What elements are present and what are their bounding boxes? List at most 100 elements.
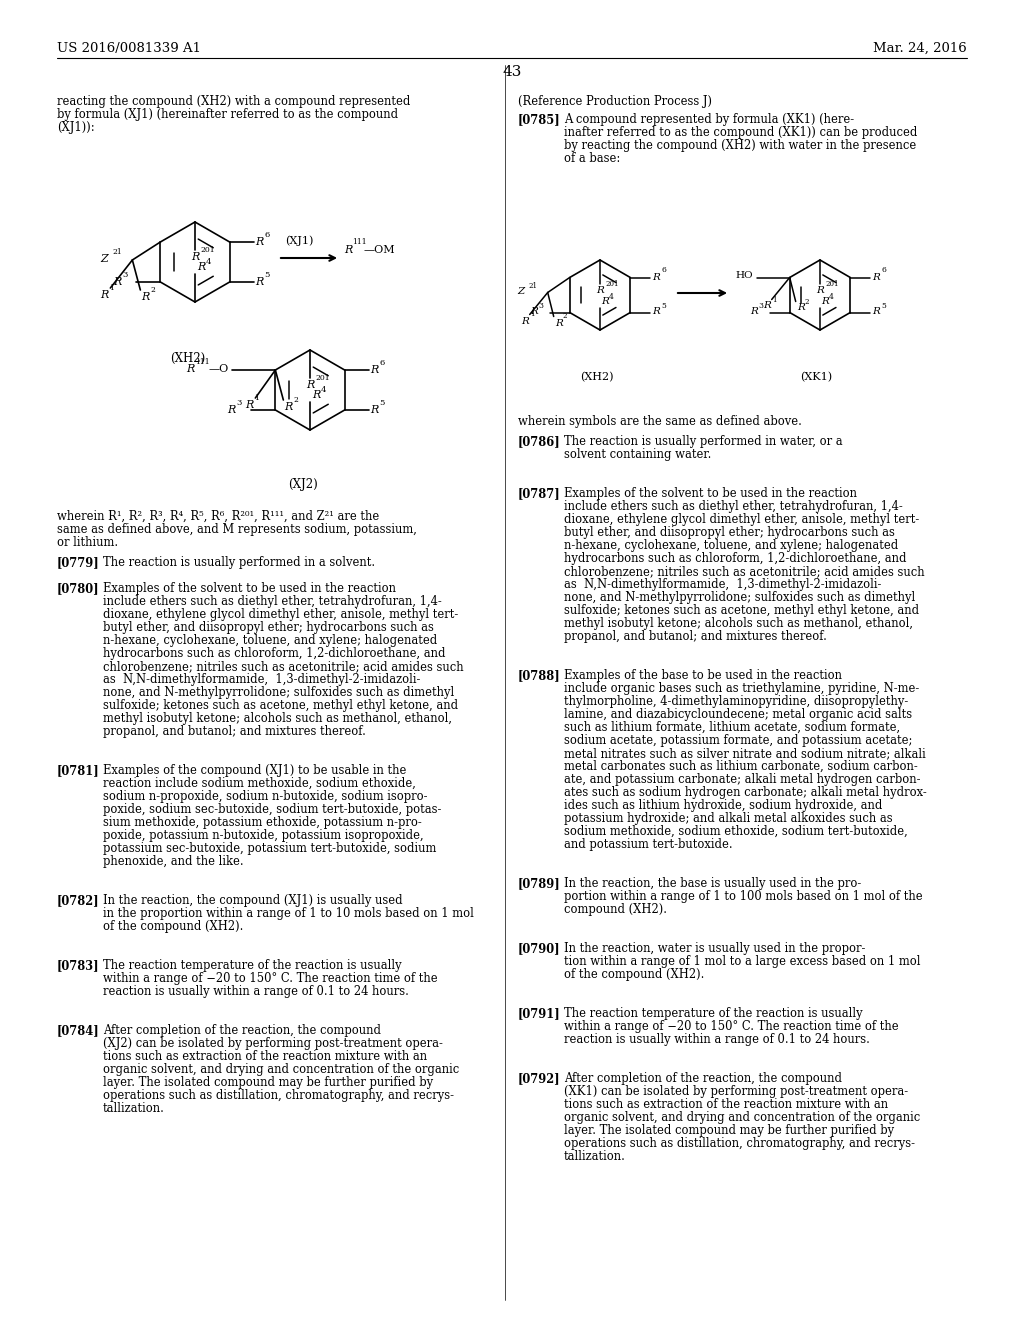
Text: 2: 2	[805, 297, 809, 305]
Text: [0790]: [0790]	[518, 942, 560, 954]
Text: [0779]: [0779]	[57, 556, 99, 569]
Text: layer. The isolated compound may be further purified by: layer. The isolated compound may be furt…	[564, 1125, 894, 1137]
Text: —O: —O	[208, 364, 228, 374]
Text: same as defined above, and M represents sodium, potassium,: same as defined above, and M represents …	[57, 523, 417, 536]
Text: of a base:: of a base:	[564, 152, 621, 165]
Text: in the proportion within a range of 1 to 10 mols based on 1 mol: in the proportion within a range of 1 to…	[103, 907, 474, 920]
Text: sulfoxide; ketones such as acetone, methyl ethyl ketone, and: sulfoxide; ketones such as acetone, meth…	[564, 605, 920, 616]
Text: The reaction is usually performed in a solvent.: The reaction is usually performed in a s…	[103, 556, 375, 569]
Text: 201: 201	[825, 280, 839, 288]
Text: wherein R¹, R², R³, R⁴, R⁵, R⁶, R²⁰¹, R¹¹¹, and Z²¹ are the: wherein R¹, R², R³, R⁴, R⁵, R⁶, R²⁰¹, R¹…	[57, 510, 379, 523]
Text: hydrocarbons such as chloroform, 1,2-dichloroethane, and: hydrocarbons such as chloroform, 1,2-dic…	[564, 552, 906, 565]
Text: dioxane, ethylene glycol dimethyl ether, anisole, methyl tert-: dioxane, ethylene glycol dimethyl ether,…	[103, 609, 459, 620]
Text: 2: 2	[151, 286, 156, 294]
Text: such as lithium formate, lithium acetate, sodium formate,: such as lithium formate, lithium acetate…	[564, 721, 900, 734]
Text: potassium sec-butoxide, potassium tert-butoxide, sodium: potassium sec-butoxide, potassium tert-b…	[103, 842, 436, 855]
Text: Z: Z	[100, 253, 109, 264]
Text: n-hexane, cyclohexane, toluene, and xylene; halogenated: n-hexane, cyclohexane, toluene, and xyle…	[564, 539, 898, 552]
Text: ates such as sodium hydrogen carbonate; alkali metal hydrox-: ates such as sodium hydrogen carbonate; …	[564, 785, 927, 799]
Text: portion within a range of 1 to 100 mols based on 1 mol of the: portion within a range of 1 to 100 mols …	[564, 890, 923, 903]
Text: In the reaction, the compound (XJ1) is usually used: In the reaction, the compound (XJ1) is u…	[103, 894, 402, 907]
Text: reaction is usually within a range of 0.1 to 24 hours.: reaction is usually within a range of 0.…	[103, 985, 409, 998]
Text: 5: 5	[882, 301, 886, 309]
Text: R: R	[821, 297, 828, 306]
Text: Examples of the solvent to be used in the reaction: Examples of the solvent to be used in th…	[103, 582, 396, 595]
Text: 2: 2	[293, 396, 298, 404]
Text: methyl isobutyl ketone; alcohols such as methanol, ethanol,: methyl isobutyl ketone; alcohols such as…	[103, 711, 452, 725]
Text: as  N,N-dimethylformamide,  1,3-dimethyl-2-imidazoli-: as N,N-dimethylformamide, 1,3-dimethyl-2…	[103, 673, 421, 686]
Text: phenoxide, and the like.: phenoxide, and the like.	[103, 855, 244, 869]
Text: 4: 4	[206, 257, 212, 267]
Text: Mar. 24, 2016: Mar. 24, 2016	[873, 42, 967, 55]
Text: US 2016/0081339 A1: US 2016/0081339 A1	[57, 42, 201, 55]
Text: inafter referred to as the compound (XK1)) can be produced: inafter referred to as the compound (XK1…	[564, 125, 918, 139]
Text: within a range of −20 to 150° C. The reaction time of the: within a range of −20 to 150° C. The rea…	[103, 972, 437, 985]
Text: Examples of the base to be used in the reaction: Examples of the base to be used in the r…	[564, 669, 842, 682]
Text: chlorobenzene; nitriles such as acetonitrile; acid amides such: chlorobenzene; nitriles such as acetonit…	[564, 565, 925, 578]
Text: [0791]: [0791]	[518, 1007, 561, 1020]
Text: R: R	[529, 308, 538, 317]
Text: 201: 201	[200, 246, 215, 253]
Text: propanol, and butanol; and mixtures thereof.: propanol, and butanol; and mixtures ther…	[103, 725, 366, 738]
Text: sodium methoxide, sodium ethoxide, sodium tert-butoxide,: sodium methoxide, sodium ethoxide, sodiu…	[564, 825, 907, 838]
Text: dioxane, ethylene glycol dimethyl ether, anisole, methyl tert-: dioxane, ethylene glycol dimethyl ether,…	[564, 513, 920, 525]
Text: within a range of −20 to 150° C. The reaction time of the: within a range of −20 to 150° C. The rea…	[564, 1020, 899, 1034]
Text: solvent containing water.: solvent containing water.	[564, 447, 712, 461]
Text: R: R	[371, 366, 379, 375]
Text: none, and N-methylpyrrolidone; sulfoxides such as dimethyl: none, and N-methylpyrrolidone; sulfoxide…	[564, 591, 915, 605]
Text: After completion of the reaction, the compound: After completion of the reaction, the co…	[103, 1024, 381, 1038]
Text: (XJ2) can be isolated by performing post-treatment opera-: (XJ2) can be isolated by performing post…	[103, 1038, 442, 1049]
Text: [0783]: [0783]	[57, 960, 99, 972]
Text: ides such as lithium hydroxide, sodium hydroxide, and: ides such as lithium hydroxide, sodium h…	[564, 799, 883, 812]
Text: or lithium.: or lithium.	[57, 536, 118, 549]
Text: (XK1) can be isolated by performing post-treatment opera-: (XK1) can be isolated by performing post…	[564, 1085, 908, 1098]
Text: [0785]: [0785]	[518, 114, 561, 125]
Text: 6: 6	[380, 359, 385, 367]
Text: butyl ether, and diisopropyl ether; hydrocarbons such as: butyl ether, and diisopropyl ether; hydr…	[564, 525, 895, 539]
Text: metal nitrates such as silver nitrate and sodium nitrate; alkali: metal nitrates such as silver nitrate an…	[564, 747, 926, 760]
Text: The reaction temperature of the reaction is usually: The reaction temperature of the reaction…	[564, 1007, 862, 1020]
Text: include ethers such as diethyl ether, tetrahydrofuran, 1,4-: include ethers such as diethyl ether, te…	[103, 595, 441, 609]
Text: 1: 1	[110, 284, 115, 292]
Text: reaction is usually within a range of 0.1 to 24 hours.: reaction is usually within a range of 0.…	[564, 1034, 869, 1045]
Text: [0787]: [0787]	[518, 487, 561, 500]
Text: wherein symbols are the same as defined above.: wherein symbols are the same as defined …	[518, 414, 802, 428]
Text: R: R	[872, 272, 881, 281]
Text: sium methoxide, potassium ethoxide, potassium n-pro-: sium methoxide, potassium ethoxide, pota…	[103, 816, 422, 829]
Text: compound (XH2).: compound (XH2).	[564, 903, 667, 916]
Text: (XH2): (XH2)	[170, 352, 205, 366]
Text: A compound represented by formula (XK1) (here-: A compound represented by formula (XK1) …	[564, 114, 854, 125]
Text: metal carbonates such as lithium carbonate, sodium carbon-: metal carbonates such as lithium carbona…	[564, 760, 918, 774]
Text: Z: Z	[518, 288, 525, 297]
Text: R: R	[816, 286, 824, 294]
Text: tallization.: tallization.	[564, 1150, 626, 1163]
Text: In the reaction, water is usually used in the propor-: In the reaction, water is usually used i…	[564, 942, 865, 954]
Text: 5: 5	[380, 399, 385, 407]
Text: [0781]: [0781]	[57, 764, 99, 777]
Text: R: R	[312, 389, 321, 400]
Text: 3: 3	[759, 301, 764, 309]
Text: [0792]: [0792]	[518, 1072, 560, 1085]
Text: R: R	[246, 400, 254, 411]
Text: 6: 6	[882, 267, 886, 275]
Text: R: R	[114, 277, 122, 286]
Text: R: R	[520, 317, 528, 326]
Text: reacting the compound (XH2) with a compound represented: reacting the compound (XH2) with a compo…	[57, 95, 411, 108]
Text: [0782]: [0782]	[57, 894, 99, 907]
Text: —OM: —OM	[364, 246, 395, 255]
Text: n-hexane, cyclohexane, toluene, and xylene; halogenated: n-hexane, cyclohexane, toluene, and xyle…	[103, 634, 437, 647]
Text: by formula (XJ1) (hereinafter referred to as the compound: by formula (XJ1) (hereinafter referred t…	[57, 108, 398, 121]
Text: R: R	[797, 304, 805, 313]
Text: R: R	[763, 301, 771, 310]
Text: lamine, and diazabicycloundecene; metal organic acid salts: lamine, and diazabicycloundecene; metal …	[564, 708, 912, 721]
Text: 6: 6	[662, 267, 667, 275]
Text: hydrocarbons such as chloroform, 1,2-dichloroethane, and: hydrocarbons such as chloroform, 1,2-dic…	[103, 647, 445, 660]
Text: tion within a range of 1 mol to a large excess based on 1 mol: tion within a range of 1 mol to a large …	[564, 954, 921, 968]
Text: sodium n-propoxide, sodium n-butoxide, sodium isopro-: sodium n-propoxide, sodium n-butoxide, s…	[103, 789, 427, 803]
Text: tions such as extraction of the reaction mixture with an: tions such as extraction of the reaction…	[564, 1098, 888, 1111]
Text: ate, and potassium carbonate; alkali metal hydrogen carbon-: ate, and potassium carbonate; alkali met…	[564, 774, 921, 785]
Text: 21: 21	[113, 248, 122, 256]
Text: R: R	[872, 308, 881, 317]
Text: sodium acetate, potassium formate, and potassium acetate;: sodium acetate, potassium formate, and p…	[564, 734, 912, 747]
Text: R: R	[344, 246, 352, 255]
